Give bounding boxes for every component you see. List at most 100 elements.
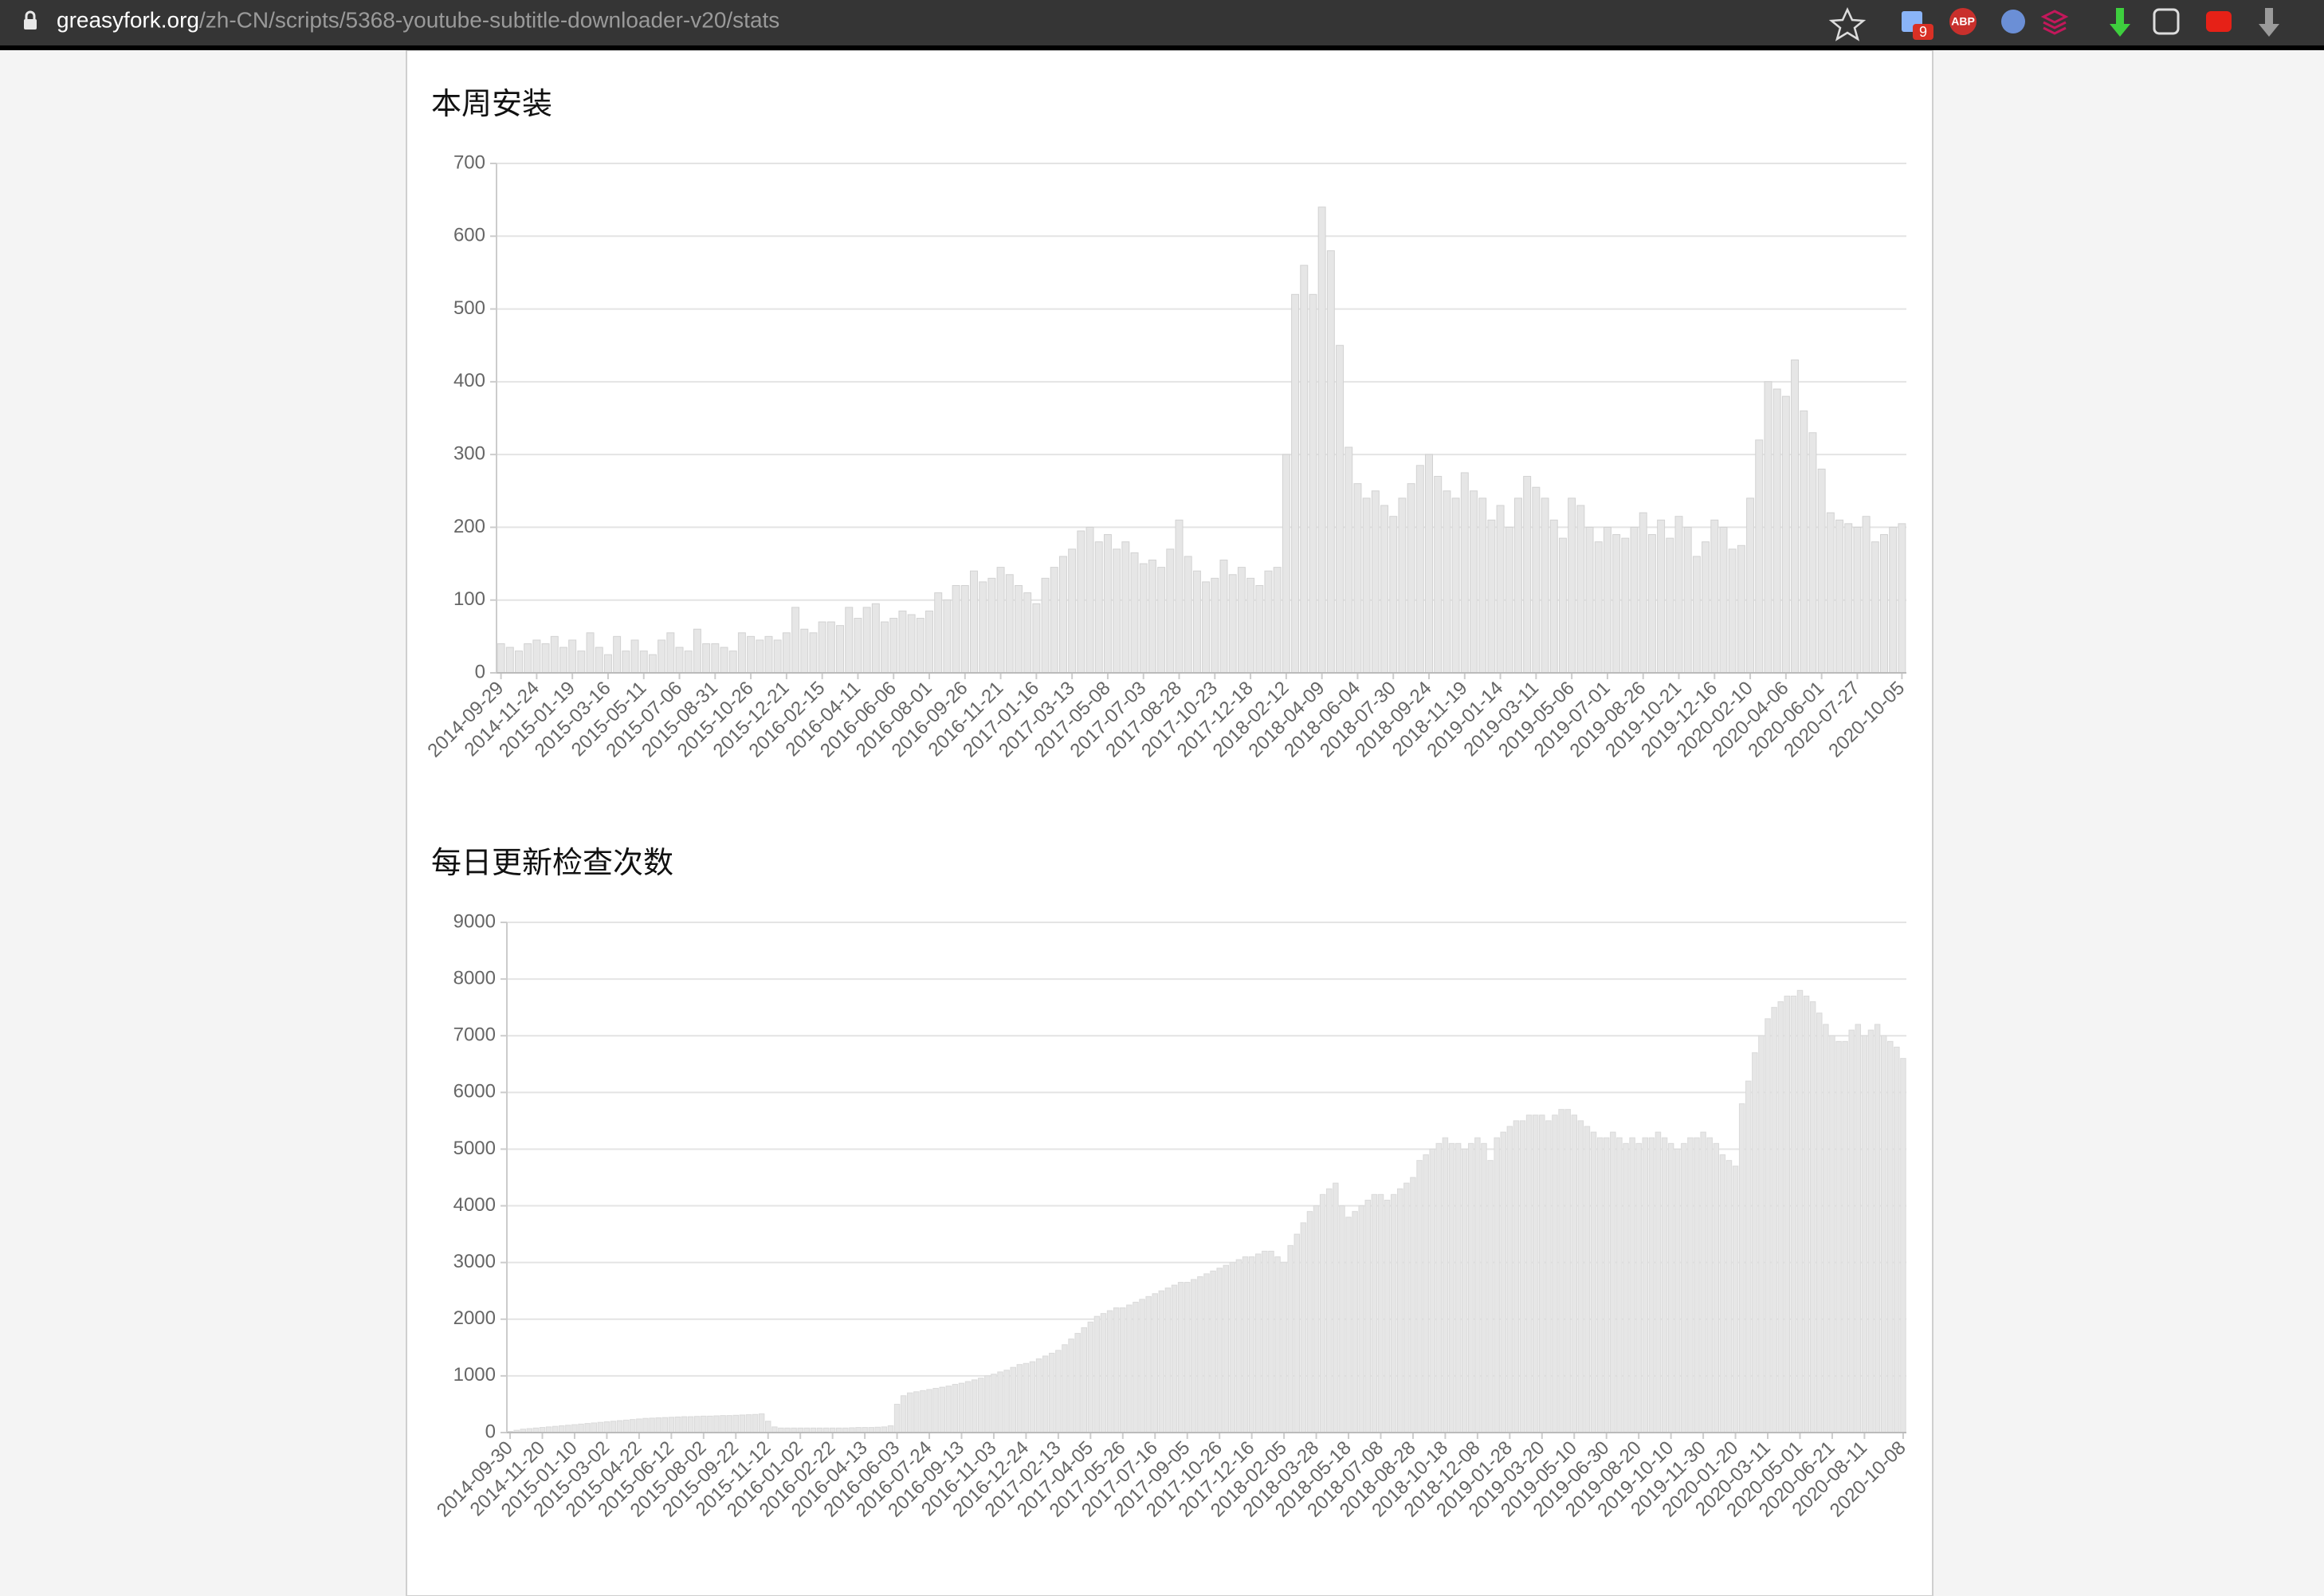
bar [1228,574,1237,674]
bar [524,643,532,674]
bar [739,1414,746,1433]
bar [1610,1131,1616,1433]
bar [1808,432,1817,674]
bar [1389,516,1398,674]
bar [1029,1361,1036,1433]
bar [1725,1160,1733,1433]
bar [1487,519,1496,674]
bar [1309,293,1317,674]
bar [565,1425,571,1433]
url-host[interactable]: greasyfork.org [57,7,199,32]
bar [1103,534,1112,674]
bar [1532,1114,1539,1433]
bar [1443,490,1451,674]
bar [1603,526,1611,674]
bar [1745,1080,1752,1433]
abp-icon: ABP [1951,15,1975,28]
bar [1306,1211,1313,1433]
bar [1642,1137,1649,1433]
bar [1371,490,1380,674]
bar [713,1415,720,1433]
bar [1829,1035,1835,1433]
bar [1596,1137,1604,1433]
bar [1706,1137,1713,1433]
y-tick-label: 300 [453,442,485,464]
bar-border [0,45,2324,50]
bar [1157,567,1166,674]
bar [1564,1109,1571,1433]
bar [771,1426,778,1433]
bar [1403,1182,1410,1433]
bar [907,614,916,674]
bar [1791,359,1800,674]
bar [1425,454,1433,674]
bar [1005,574,1014,674]
y-tick-label: 0 [475,661,485,682]
bar [591,1422,597,1433]
bar [1032,603,1041,674]
bar [1353,483,1362,674]
bar [595,647,603,674]
bar [675,647,684,674]
bar [952,584,960,674]
bar [1525,1114,1533,1433]
bar [1683,526,1692,674]
bar [1362,497,1371,674]
bar [1755,439,1764,674]
bar [1541,497,1549,674]
bookmark-star[interactable] [1828,7,1867,41]
bar [1765,1018,1771,1433]
bar [1874,1024,1881,1433]
bar [630,1419,636,1433]
bar [1817,468,1826,674]
bar [1861,1035,1868,1433]
bar [758,1413,765,1433]
bar [1371,1193,1378,1433]
bar [1496,505,1505,674]
bar [1796,989,1804,1433]
bar [622,1419,630,1433]
bar [971,1379,978,1433]
extension-icons[interactable]: 9 ABP [1902,8,2279,40]
bar [1710,519,1719,674]
bar [1246,577,1255,674]
y-tick-label: 2000 [453,1307,496,1329]
bar [1513,497,1522,674]
url-path[interactable]: /zh-CN/scripts/5368-youtube-subtitle-dow… [199,7,779,32]
bar [648,654,657,674]
bar [720,1415,726,1433]
lock-icon [24,10,37,29]
bar [1398,497,1407,674]
bar [668,1417,675,1433]
bar [1898,523,1906,674]
bar [1291,293,1300,674]
bar [1816,1012,1823,1433]
bar [1470,490,1478,674]
bar [1500,1131,1506,1433]
bar [1667,1142,1674,1433]
badge: 9 [1919,24,1927,40]
bar [826,621,835,674]
bar [1106,1310,1113,1433]
bar [1474,1137,1481,1433]
bar [603,1421,610,1433]
bar [1093,1315,1101,1433]
bar [845,607,854,674]
bar [1023,592,1032,674]
bar [1120,1307,1126,1433]
bar [1300,1222,1307,1433]
bar [545,1426,552,1433]
bar [958,1382,965,1433]
bar [1478,497,1487,674]
bar [1319,1193,1326,1433]
bar [552,1425,559,1433]
bar [1442,1137,1449,1433]
bar [578,1423,584,1433]
chart-title: 本周安装 [431,88,552,121]
bar [1585,526,1594,674]
bar [756,639,764,674]
bar [1702,541,1710,674]
bar [1568,497,1576,674]
bar [1887,1040,1894,1433]
bar [636,1418,642,1433]
